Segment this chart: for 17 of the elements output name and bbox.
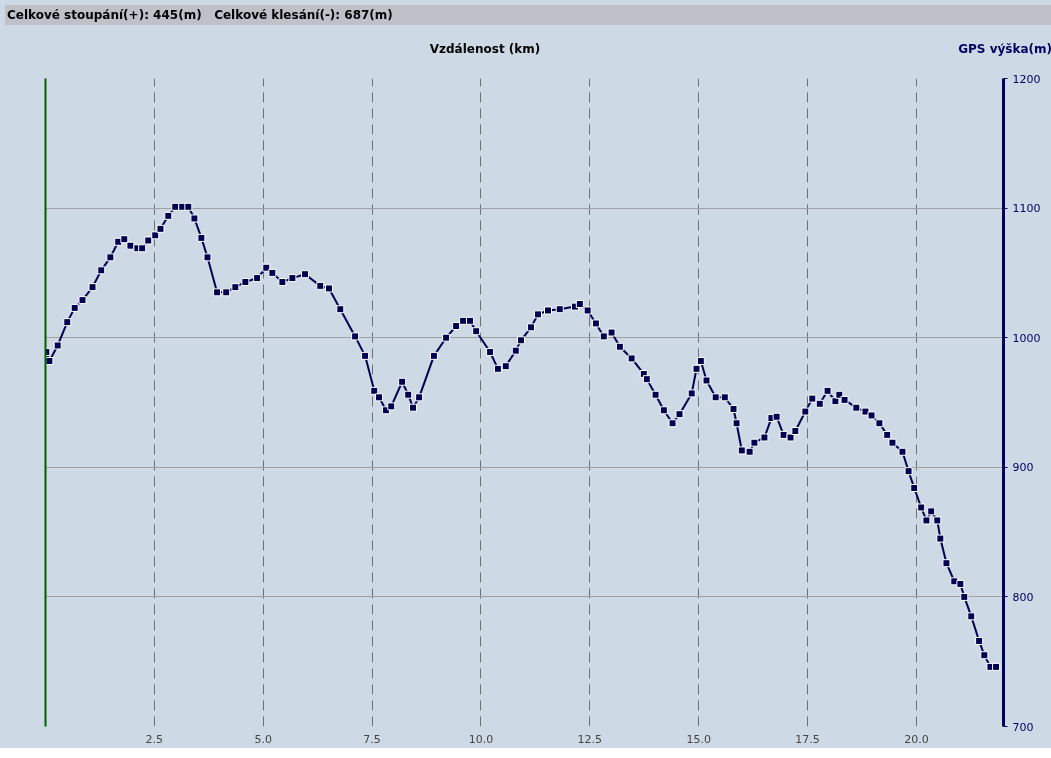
y-tick-label: 1100 xyxy=(1012,202,1041,216)
y-tick-label: 800 xyxy=(1012,590,1034,604)
y-tick-label: 1200 xyxy=(1012,72,1041,86)
x-tick-label: 2.5 xyxy=(145,732,164,746)
x-tick-label: 12.5 xyxy=(577,732,603,746)
x-tick-label: 17.5 xyxy=(795,732,820,746)
x-axis-title: Vzdálenost (km) xyxy=(429,41,541,58)
y-tick-label: 1000 xyxy=(1012,331,1041,345)
x-tick-label: 5.0 xyxy=(254,732,272,746)
text: Celkové stoupání(+): 445(m) Celkové klesání(-): 687(m) xyxy=(7,8,393,22)
x-tick-label: 20.0 xyxy=(904,732,929,746)
y-tick-label: 700 xyxy=(1012,720,1034,734)
x-tick-label: 15.0 xyxy=(686,732,711,746)
x-tick-label: 10.0 xyxy=(468,732,494,746)
x-tick-label: 7.5 xyxy=(363,732,381,746)
y-axis-title: GPS výška(m) xyxy=(958,41,1051,58)
y-tick-label: 900 xyxy=(1012,461,1034,475)
